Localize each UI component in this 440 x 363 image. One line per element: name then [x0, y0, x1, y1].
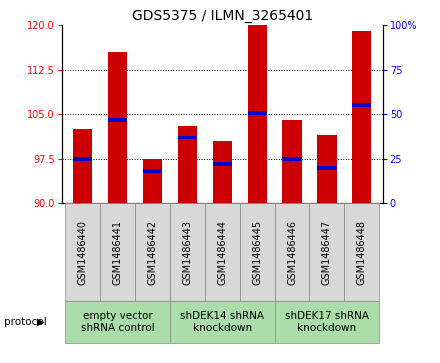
Text: protocol: protocol	[4, 317, 47, 327]
Bar	[282, 120, 302, 203]
Bar	[178, 135, 197, 139]
Bar	[143, 169, 162, 173]
Text: GSM1486447: GSM1486447	[322, 220, 332, 285]
Text: GSM1486443: GSM1486443	[182, 220, 192, 285]
Bar	[73, 129, 92, 203]
Text: GSM1486441: GSM1486441	[113, 220, 122, 285]
Bar	[108, 52, 127, 203]
Text: GSM1486442: GSM1486442	[147, 220, 158, 285]
Bar	[73, 157, 92, 161]
Text: empty vector
shRNA control: empty vector shRNA control	[81, 311, 154, 333]
Bar	[248, 111, 267, 114]
Bar	[108, 118, 127, 122]
Text: ▶: ▶	[37, 317, 45, 327]
Bar	[352, 103, 371, 107]
Text: shDEK17 shRNA
knockdown: shDEK17 shRNA knockdown	[285, 311, 369, 333]
Text: GSM1486440: GSM1486440	[77, 220, 88, 285]
Bar	[317, 135, 337, 203]
Text: GSM1486446: GSM1486446	[287, 220, 297, 285]
Bar	[213, 162, 232, 166]
Text: GSM1486448: GSM1486448	[357, 220, 367, 285]
Bar	[352, 31, 371, 203]
Bar	[178, 126, 197, 203]
Text: GSM1486444: GSM1486444	[217, 220, 227, 285]
Bar	[143, 159, 162, 203]
Text: GSM1486445: GSM1486445	[252, 220, 262, 285]
Bar	[213, 141, 232, 203]
Bar	[248, 0, 267, 203]
Bar	[317, 166, 337, 170]
Bar	[282, 157, 302, 161]
Text: shDEK14 shRNA
knockdown: shDEK14 shRNA knockdown	[180, 311, 264, 333]
Title: GDS5375 / ILMN_3265401: GDS5375 / ILMN_3265401	[132, 9, 313, 23]
